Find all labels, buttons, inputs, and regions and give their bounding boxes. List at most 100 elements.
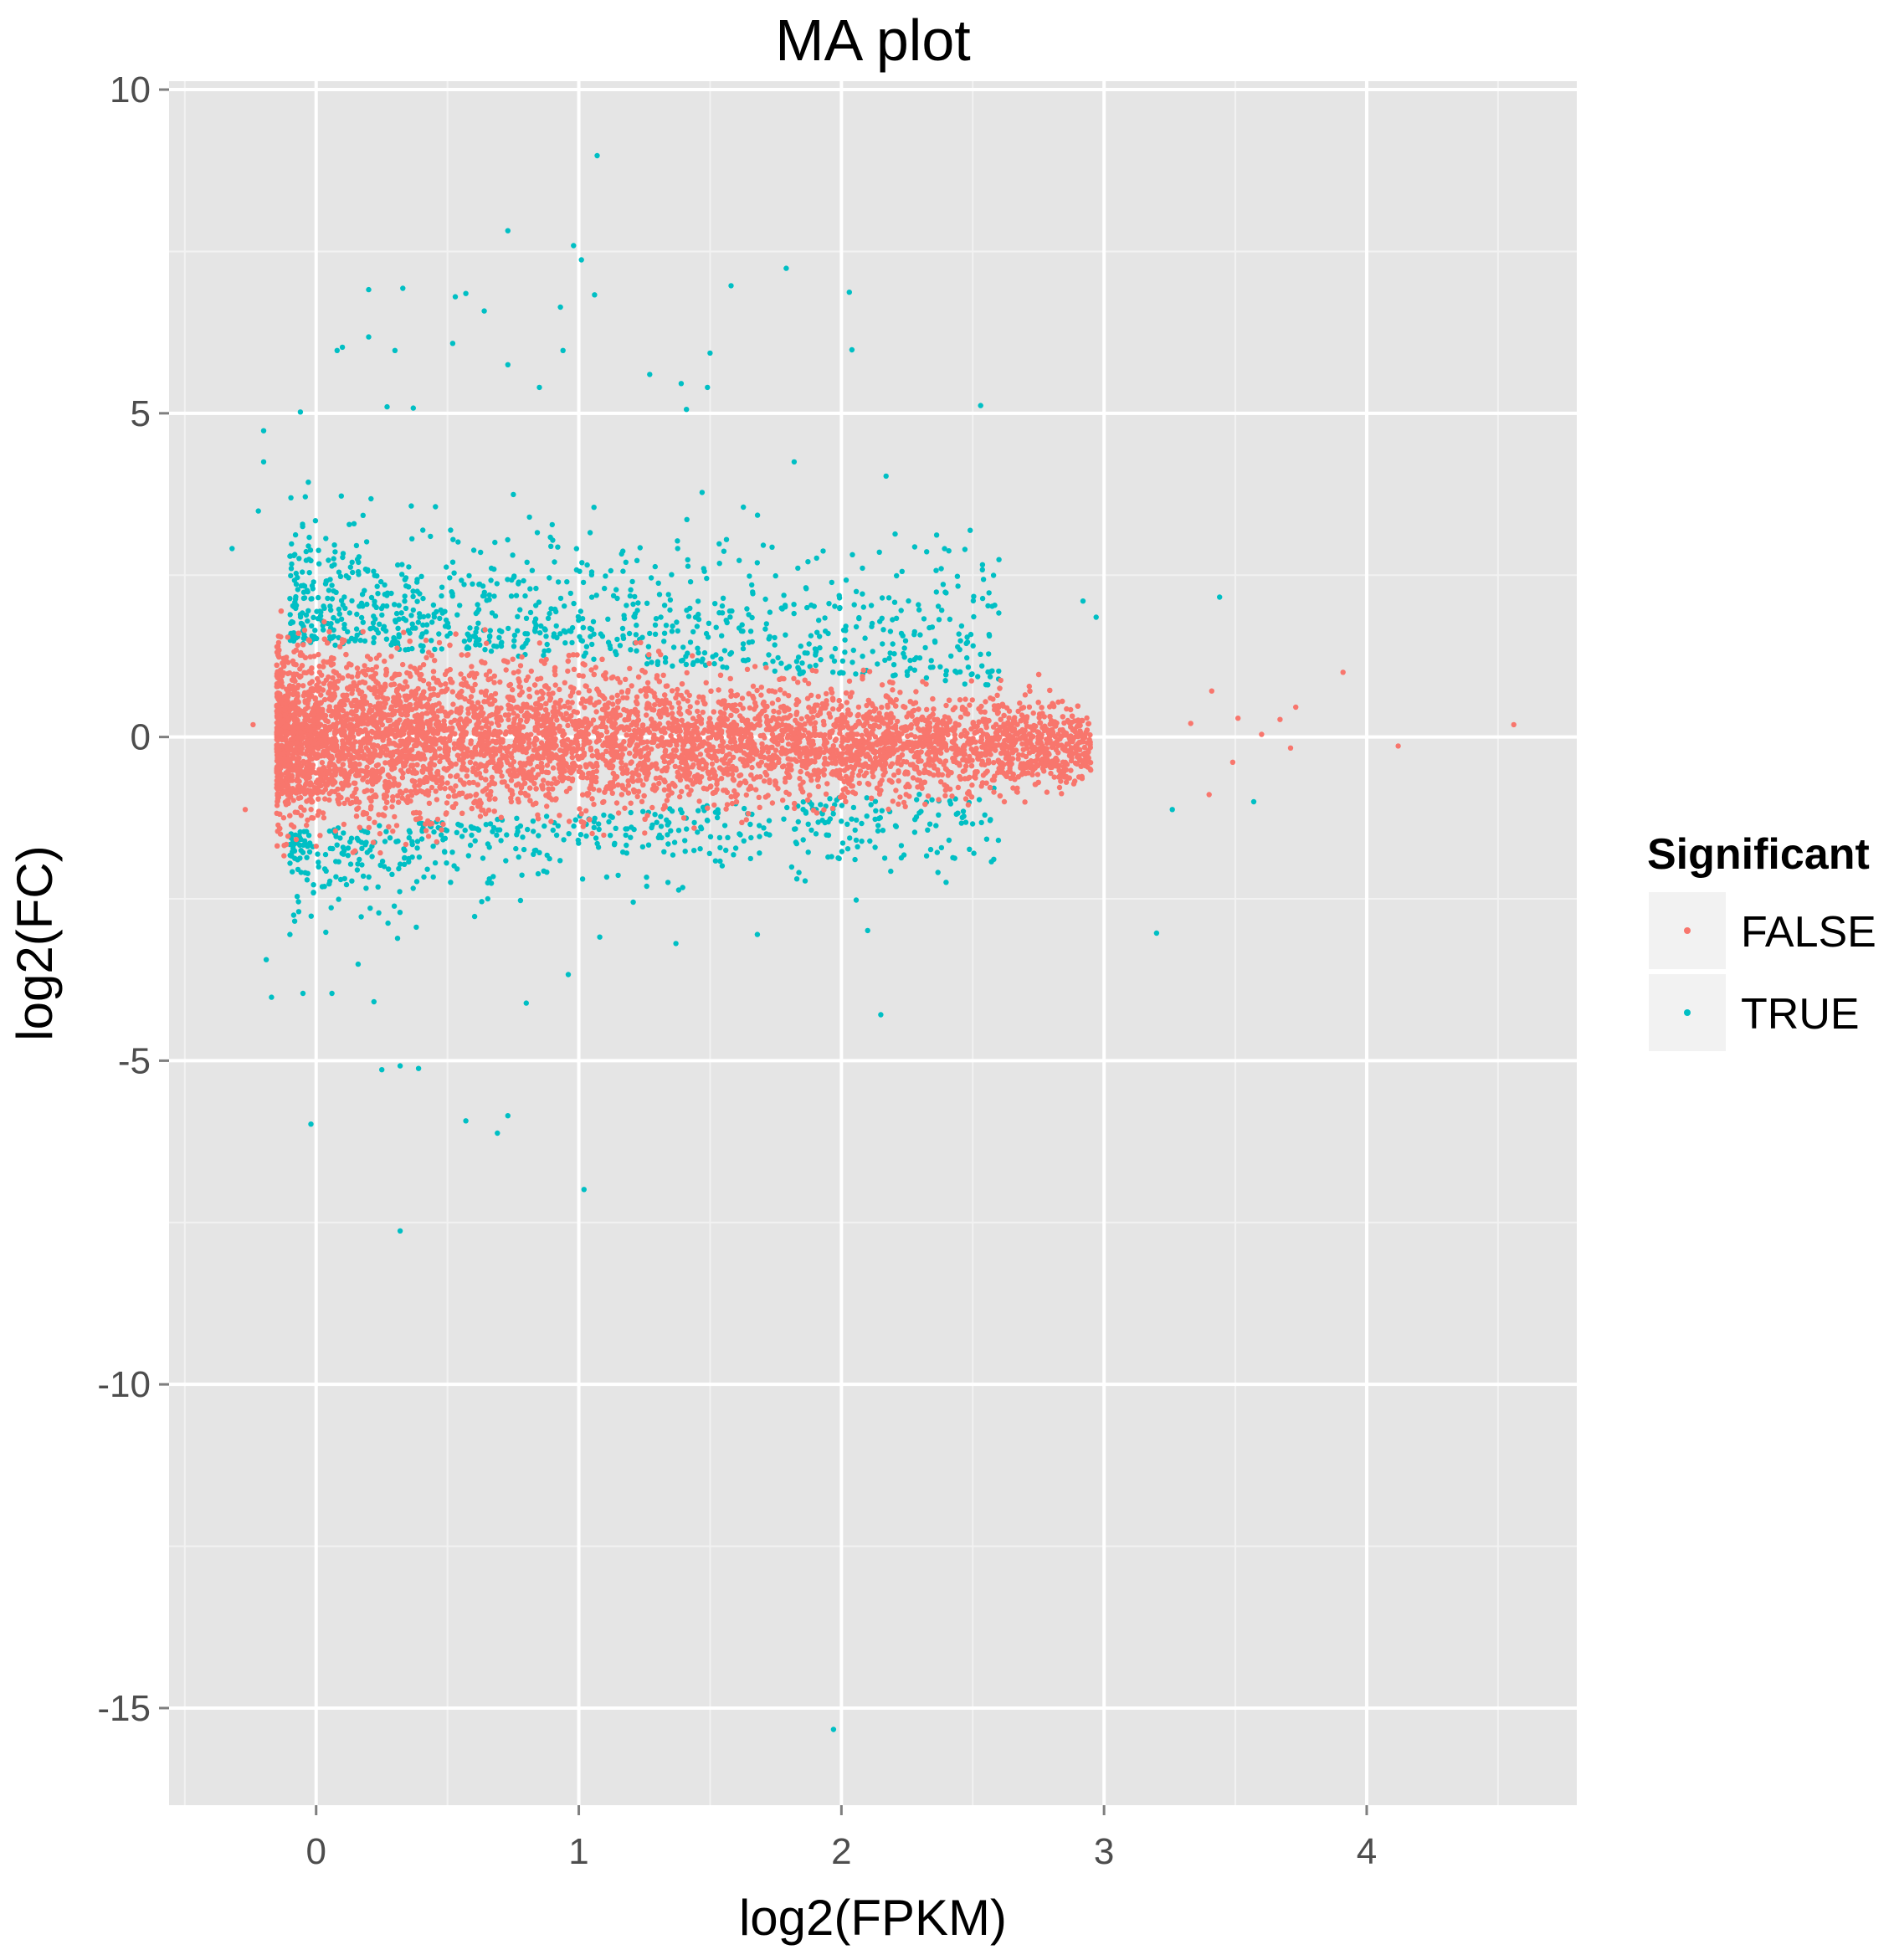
point-false (679, 717, 685, 723)
point-false (437, 758, 443, 765)
point-true (336, 896, 341, 902)
point-false (969, 782, 975, 788)
point-false (281, 853, 287, 859)
point-true (804, 604, 810, 611)
point-true (536, 833, 542, 839)
point-false (593, 760, 599, 767)
point-false (453, 761, 459, 767)
point-true (311, 882, 316, 888)
point-true (799, 660, 805, 666)
point-false (677, 705, 683, 711)
point-true (975, 674, 981, 680)
point-true (839, 840, 846, 846)
point-true (416, 854, 423, 860)
point-true (290, 869, 295, 875)
point-false (723, 806, 729, 812)
point-true (511, 644, 517, 649)
point-true (762, 626, 768, 632)
point-true (864, 795, 870, 801)
point-false (1059, 791, 1065, 797)
point-true (413, 879, 420, 885)
point-true (511, 574, 517, 580)
point-false (830, 706, 836, 712)
point-false (703, 680, 709, 685)
point-true (298, 582, 305, 589)
point-false (444, 780, 450, 786)
point-true (579, 876, 586, 882)
point-true (499, 639, 505, 645)
point-false (756, 794, 762, 800)
point-false (772, 762, 778, 768)
point-true (685, 563, 691, 569)
point-true (553, 608, 559, 615)
point-false (901, 799, 907, 806)
point-true (850, 647, 856, 654)
point-true (628, 809, 634, 816)
point-false (483, 811, 489, 817)
point-true (706, 620, 712, 626)
point-true (628, 587, 634, 593)
point-false (451, 741, 458, 747)
point-false (504, 783, 511, 789)
point-true (306, 534, 312, 541)
point-true (880, 641, 885, 647)
point-true (591, 824, 597, 830)
point-true (555, 823, 561, 829)
point-true (658, 813, 664, 819)
point-false (750, 683, 757, 690)
point-true (814, 649, 819, 654)
point-true (333, 859, 339, 865)
point-true (377, 823, 382, 829)
gridlines (169, 81, 1577, 1805)
point-true (376, 910, 382, 916)
point-true (880, 828, 886, 834)
point-true (391, 634, 397, 641)
point-false (642, 830, 648, 836)
point-true (494, 832, 500, 839)
point-true (541, 652, 547, 659)
point-false (897, 690, 903, 695)
point-true (719, 863, 726, 869)
point-true (716, 834, 723, 841)
point-true (721, 548, 727, 554)
point-true (393, 610, 400, 617)
point-true (401, 846, 407, 852)
point-true (898, 608, 904, 613)
point-false (453, 783, 459, 789)
point-true (904, 672, 911, 678)
point-true (396, 603, 402, 608)
point-false (669, 705, 675, 711)
point-true (316, 547, 321, 553)
point-true (343, 881, 350, 888)
point-true (656, 592, 663, 598)
point-true (630, 899, 636, 906)
point-false (326, 629, 332, 634)
point-false (660, 672, 666, 678)
point-false (615, 810, 622, 816)
point-true (357, 856, 362, 863)
point-true (438, 607, 444, 613)
point-true (487, 821, 494, 827)
point-true (769, 544, 775, 550)
point-true (844, 821, 850, 827)
point-true (989, 603, 995, 609)
point-true (995, 837, 1002, 844)
point-true (851, 602, 857, 608)
point-true (381, 864, 388, 870)
point-true (571, 600, 577, 607)
point-true (818, 802, 824, 808)
point-true (924, 549, 930, 555)
point-true (933, 589, 940, 595)
point-true (362, 829, 368, 834)
point-false (643, 692, 649, 699)
point-true (486, 634, 493, 640)
point-true (838, 670, 844, 675)
point-true (288, 566, 295, 572)
point-true (669, 572, 675, 577)
point-false (1068, 767, 1074, 773)
point-true (940, 582, 947, 587)
point-false (1016, 752, 1022, 758)
point-false (795, 680, 801, 685)
point-true (358, 839, 365, 845)
point-true (429, 638, 434, 644)
